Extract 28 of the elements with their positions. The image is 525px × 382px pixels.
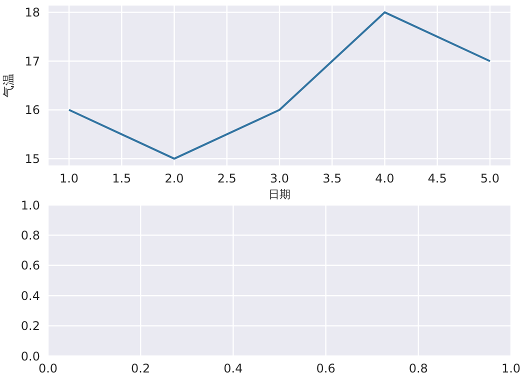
y-tick-label: 0.4 <box>20 288 40 303</box>
x-tick-label: 0.6 <box>316 362 336 376</box>
y-tick-label: 0.8 <box>20 228 40 242</box>
x-axis-title: 日期 <box>268 188 290 201</box>
y-tick-label: 1.0 <box>20 198 40 212</box>
x-tick-label: 0.4 <box>224 362 243 376</box>
x-tick-label: 4.5 <box>428 172 447 186</box>
x-tick-label: 2.5 <box>217 172 236 186</box>
y-tick-label: 0.2 <box>20 319 40 334</box>
x-tick-label: 5.0 <box>480 172 500 186</box>
x-tick-label: 3.5 <box>322 172 342 186</box>
x-tick-label: 0.2 <box>131 362 150 376</box>
y-tick-label: 0.0 <box>20 349 40 364</box>
x-tick-label: 1.0 <box>60 172 79 186</box>
x-tick-label: 3.0 <box>270 172 290 186</box>
y-tick-label: 0.6 <box>20 258 40 273</box>
line-series <box>68 11 491 160</box>
y-tick-label: 17 <box>24 54 40 68</box>
y-tick-label: 16 <box>24 103 40 118</box>
x-tick-label: 0.8 <box>408 362 428 376</box>
y-axis-title: 气温 <box>1 74 16 98</box>
x-tick-label: 4.0 <box>375 172 394 186</box>
y-tick-label: 18 <box>24 6 40 20</box>
x-tick-label: 1.5 <box>112 172 132 186</box>
x-tick-label: 2.0 <box>164 172 184 186</box>
x-tick-label: 1.0 <box>501 362 521 376</box>
x-tick-label: 0.0 <box>38 362 58 376</box>
y-tick-label: 15 <box>24 152 40 166</box>
